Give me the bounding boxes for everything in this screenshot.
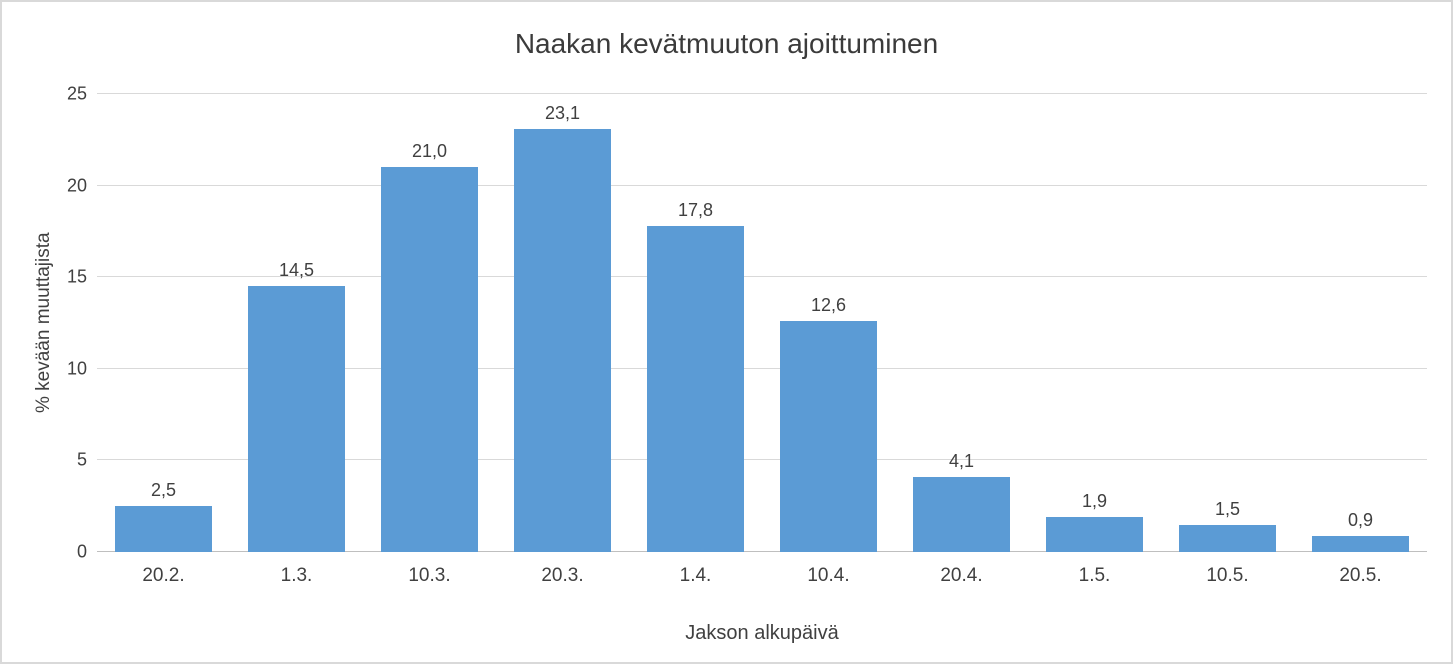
bar bbox=[1312, 535, 1409, 552]
bar-value-label: 2,5 bbox=[150, 480, 177, 501]
bar-value-label: 1,9 bbox=[1081, 491, 1108, 512]
plot-area: 2,5 14,5 21,0 23,1 17,8 12,6 4,1 1,9 1,5 0,9 bbox=[97, 93, 1427, 552]
x-tick-label: 1.5. bbox=[1078, 565, 1111, 586]
y-tick-label: 25 bbox=[66, 83, 87, 104]
bar-value-label: 1,5 bbox=[1214, 498, 1241, 519]
x-tick-label: 10.3. bbox=[408, 565, 451, 586]
bar bbox=[248, 286, 345, 552]
x-tick-label: 1.4. bbox=[679, 565, 712, 586]
y-tick-label: 10 bbox=[66, 358, 87, 379]
bar bbox=[1179, 524, 1276, 552]
bar bbox=[514, 128, 611, 552]
bar-value-label: 17,8 bbox=[677, 199, 714, 220]
bar-slot: 14,5 bbox=[230, 94, 363, 552]
y-axis-ticks: 0 5 10 15 20 25 bbox=[2, 84, 87, 562]
x-axis-line bbox=[97, 551, 1427, 552]
bar bbox=[780, 321, 877, 552]
bar bbox=[647, 225, 744, 552]
bar-slot: 4,1 bbox=[895, 94, 1028, 552]
bar-slot: 1,9 bbox=[1028, 94, 1161, 552]
bar-slot: 0,9 bbox=[1294, 94, 1427, 552]
bar-value-label: 0,9 bbox=[1347, 509, 1374, 530]
x-tick-label: 1.3. bbox=[280, 565, 313, 586]
bar bbox=[115, 506, 212, 552]
bar bbox=[1046, 517, 1143, 552]
bar-slot: 1,5 bbox=[1161, 94, 1294, 552]
x-tick-label: 20.3. bbox=[541, 565, 584, 586]
y-tick-label: 5 bbox=[76, 449, 87, 470]
gridline bbox=[97, 276, 1427, 278]
bar-slot: 23,1 bbox=[496, 94, 629, 552]
x-tick-label: 20.4. bbox=[940, 565, 983, 586]
chart-title: Naakan kevätmuuton ajoittuminen bbox=[514, 28, 939, 59]
y-tick-label: 20 bbox=[66, 175, 87, 196]
bar-slot: 21,0 bbox=[363, 94, 496, 552]
gridline bbox=[97, 93, 1427, 94]
bar-value-label: 12,6 bbox=[810, 295, 847, 316]
y-tick-label: 0 bbox=[76, 541, 87, 562]
bar-value-label: 21,0 bbox=[411, 141, 448, 162]
bar-slot: 2,5 bbox=[97, 94, 230, 552]
gridline bbox=[97, 184, 1427, 186]
x-axis-ticks: 20.2. 1.3. 10.3. 20.3. 1.4. 10.4. 20.4. 1.5. 10.… bbox=[97, 565, 1427, 587]
x-tick-label: 10.4. bbox=[807, 565, 850, 586]
bar bbox=[913, 476, 1010, 552]
bar bbox=[381, 167, 478, 552]
bar-value-label: 23,1 bbox=[544, 102, 581, 123]
bar-series: 2,5 14,5 21,0 23,1 17,8 12,6 4,1 1,9 1,5 0,9 bbox=[97, 94, 1427, 552]
y-tick-label: 15 bbox=[66, 266, 87, 287]
bar-value-label: 4,1 bbox=[948, 450, 975, 471]
bar-slot: 12,6 bbox=[762, 94, 895, 552]
gridline bbox=[97, 367, 1427, 369]
gridline bbox=[97, 459, 1427, 461]
x-tick-label: 20.2. bbox=[142, 565, 185, 586]
x-tick-label: 10.5. bbox=[1206, 565, 1249, 586]
bar-value-label: 14,5 bbox=[278, 260, 315, 281]
x-tick-label: 20.5. bbox=[1339, 565, 1382, 586]
bar-slot: 17,8 bbox=[629, 94, 762, 552]
x-axis-label: Jakson alkupäivä bbox=[685, 622, 839, 644]
